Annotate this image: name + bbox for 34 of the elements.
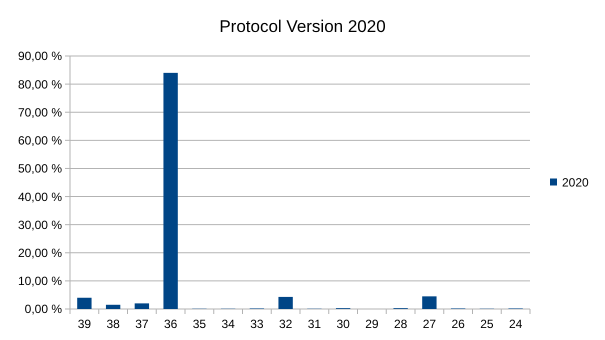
y-tick-label: 90,00 % xyxy=(18,49,62,64)
x-tick-label: 30 xyxy=(336,317,350,331)
x-tick-label: 24 xyxy=(508,317,523,331)
bar xyxy=(106,304,120,309)
x-tick-label: 34 xyxy=(221,317,236,331)
x-tick-label: 35 xyxy=(192,317,206,331)
bar xyxy=(134,303,150,309)
x-tick-label: 28 xyxy=(394,317,408,331)
y-tick-label: 20,00 % xyxy=(18,246,62,260)
bar xyxy=(163,72,178,309)
x-tick-label: 36 xyxy=(164,317,178,331)
chart-title: Protocol Version 2020 xyxy=(219,17,386,36)
y-tick-label: 70,00 % xyxy=(18,105,62,120)
y-tick-label: 40,00 % xyxy=(18,190,62,204)
x-tick-label: 27 xyxy=(422,317,436,331)
bar xyxy=(422,296,437,309)
bar xyxy=(77,298,92,309)
y-tick-label: 60,00 % xyxy=(18,134,62,148)
y-tick-label: 0,00 % xyxy=(24,302,62,316)
bar xyxy=(278,296,293,309)
x-tick-label: 39 xyxy=(78,317,92,331)
x-tick-label: 37 xyxy=(135,317,149,331)
x-tick-label: 31 xyxy=(308,317,322,331)
y-tick-label: 50,00 % xyxy=(18,162,62,176)
legend-label: 2020 xyxy=(562,176,590,190)
y-tick-label: 80,00 % xyxy=(18,77,62,92)
x-tick-label: 25 xyxy=(480,317,494,331)
x-tick-label: 32 xyxy=(278,317,293,331)
x-tick-label: 29 xyxy=(365,317,379,331)
x-tick-label: 38 xyxy=(106,317,120,331)
y-tick-label: 30,00 % xyxy=(18,218,62,232)
y-tick-label: 10,00 % xyxy=(18,274,62,288)
x-tick-label: 26 xyxy=(451,317,466,331)
x-tick-label: 33 xyxy=(250,317,264,331)
